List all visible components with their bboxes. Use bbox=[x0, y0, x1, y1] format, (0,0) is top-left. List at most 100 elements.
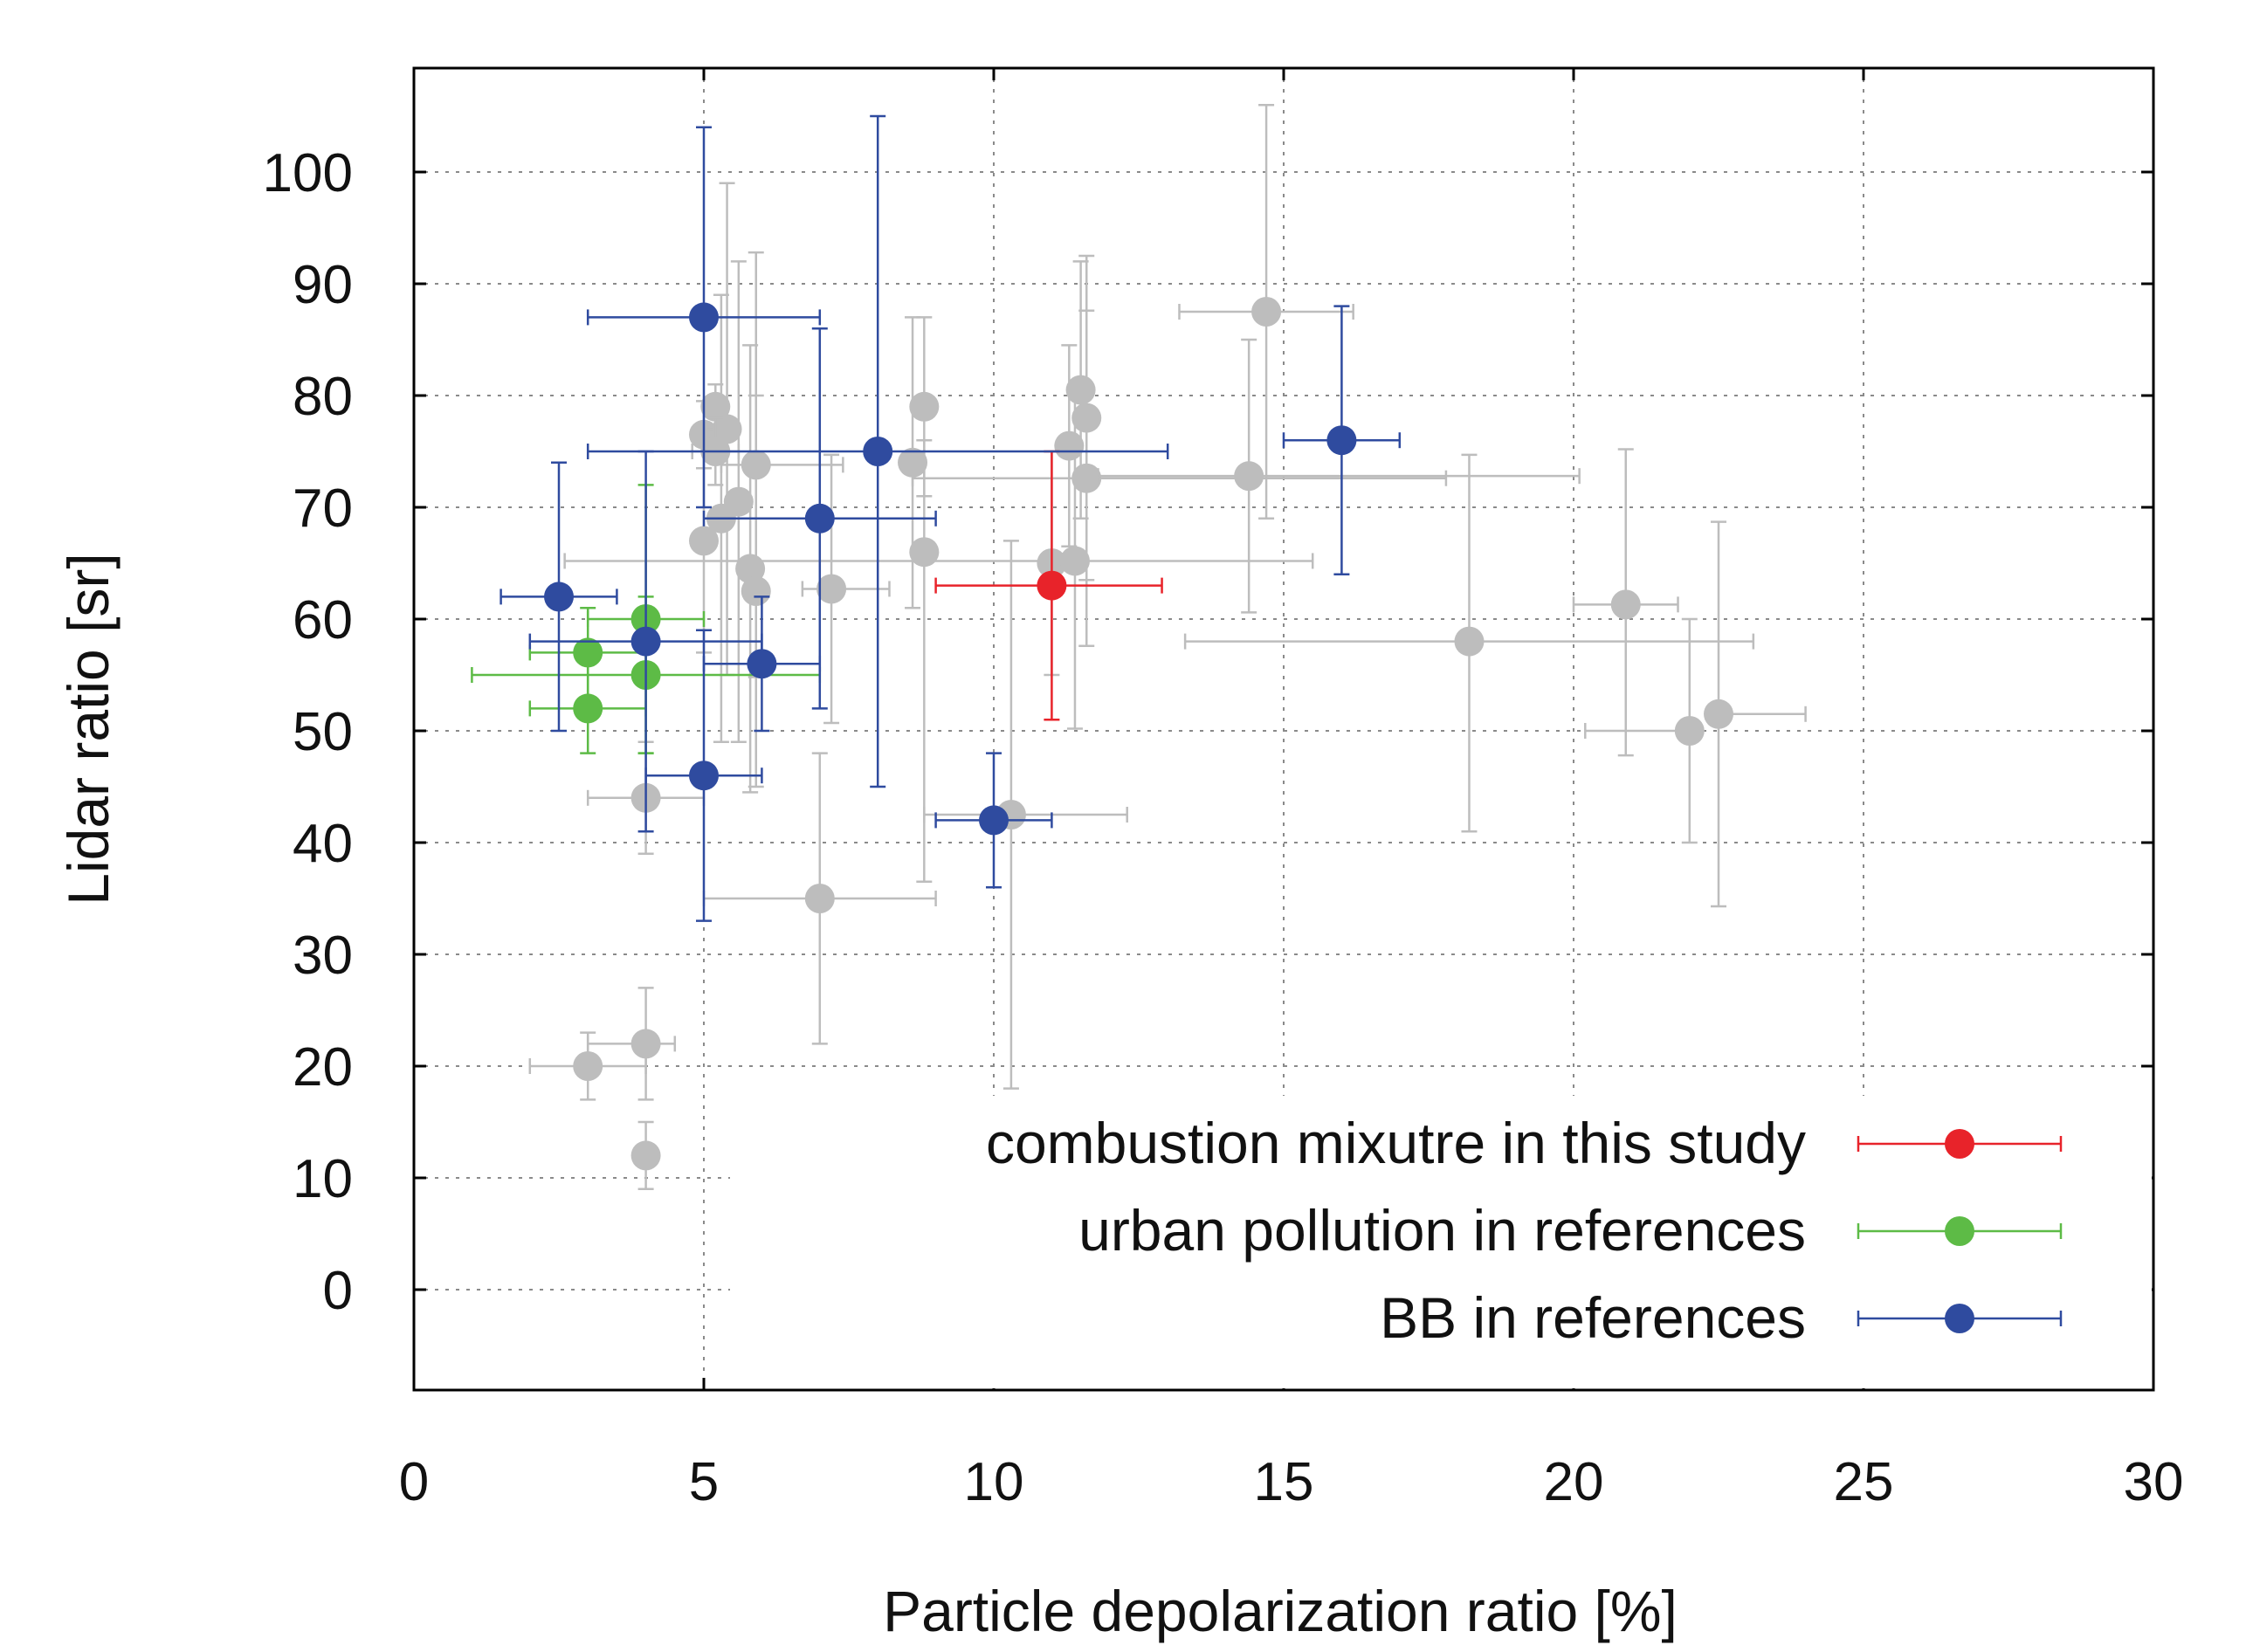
point-marker bbox=[1704, 699, 1733, 729]
data-point bbox=[1183, 453, 1755, 833]
y-tick-label: 10 bbox=[293, 1149, 353, 1209]
data-point bbox=[723, 260, 754, 744]
point-marker bbox=[630, 1029, 661, 1059]
point-marker bbox=[689, 761, 719, 791]
data-point bbox=[644, 629, 763, 922]
data-point bbox=[528, 662, 647, 754]
y-tick-label: 40 bbox=[293, 814, 353, 874]
data-point bbox=[1584, 617, 1705, 844]
point-marker bbox=[630, 1140, 661, 1171]
point-marker bbox=[1059, 546, 1090, 576]
data-point bbox=[563, 392, 1314, 730]
point-marker bbox=[1326, 425, 1357, 456]
point-marker bbox=[863, 437, 893, 466]
y-tick-label: 70 bbox=[293, 478, 353, 539]
series-3 bbox=[499, 114, 1402, 922]
point-marker bbox=[804, 503, 835, 533]
point-marker bbox=[544, 582, 574, 612]
point-marker bbox=[1037, 570, 1067, 601]
x-tick-label: 0 bbox=[399, 1452, 429, 1512]
point-marker bbox=[1065, 375, 1096, 405]
point-marker bbox=[573, 637, 603, 668]
x-tick-label: 10 bbox=[964, 1452, 1024, 1512]
point-marker bbox=[1454, 626, 1485, 657]
data-point bbox=[801, 453, 891, 725]
data-point bbox=[586, 987, 677, 1101]
legend-marker bbox=[1945, 1216, 1974, 1246]
data-point bbox=[1178, 103, 1354, 520]
y-tick-label: 0 bbox=[323, 1261, 353, 1321]
data-point bbox=[702, 752, 937, 1045]
point-marker bbox=[723, 486, 754, 517]
data-point bbox=[1054, 344, 1085, 548]
point-marker bbox=[630, 626, 661, 657]
x-tick-label: 5 bbox=[689, 1452, 719, 1512]
x-tick-label: 25 bbox=[1834, 1452, 1894, 1512]
data-point bbox=[702, 595, 822, 733]
legend-marker bbox=[1945, 1129, 1974, 1159]
data-point bbox=[934, 450, 1163, 721]
point-marker bbox=[573, 693, 603, 724]
data-point bbox=[586, 126, 822, 509]
legend-label: urban pollution in references bbox=[1078, 1198, 1806, 1263]
data-point bbox=[528, 1031, 647, 1101]
y-tick-label: 30 bbox=[293, 926, 353, 986]
x-tick-label: 20 bbox=[1544, 1452, 1604, 1512]
point-marker bbox=[1071, 463, 1102, 493]
data-point bbox=[911, 309, 1448, 647]
legend-marker bbox=[1945, 1304, 1974, 1333]
point-marker bbox=[1054, 430, 1085, 461]
x-tick-label: 15 bbox=[1254, 1452, 1314, 1512]
series-1 bbox=[934, 450, 1163, 721]
data-point bbox=[898, 316, 928, 609]
x-axis-title: Particle depolarization ratio [%] bbox=[883, 1579, 1678, 1643]
point-marker bbox=[1251, 297, 1282, 327]
plot-frame bbox=[412, 66, 2155, 1392]
data-point bbox=[1572, 448, 1679, 757]
y-tick-label: 20 bbox=[293, 1037, 353, 1098]
data-point bbox=[934, 752, 1053, 889]
data-point bbox=[923, 540, 1128, 1090]
point-marker bbox=[909, 537, 940, 568]
point-marker bbox=[898, 447, 928, 478]
data-point bbox=[1282, 305, 1402, 576]
point-marker bbox=[816, 574, 847, 604]
point-marker bbox=[700, 391, 731, 422]
legend-entry: BB in references bbox=[1380, 1285, 2063, 1350]
legend-label: BB in references bbox=[1380, 1285, 1806, 1350]
data-point bbox=[735, 344, 766, 794]
point-marker bbox=[689, 302, 719, 333]
point-marker bbox=[573, 1051, 603, 1081]
point-marker bbox=[747, 649, 777, 679]
point-marker bbox=[804, 884, 835, 913]
x-tick-label: 30 bbox=[2124, 1452, 2184, 1512]
axis-ticks: 0 5 10 15 20 25 30 0 10 20 30 40 50 60 70 80 90 100 bbox=[263, 68, 2184, 1512]
point-marker bbox=[909, 391, 940, 422]
y-tick-label: 90 bbox=[293, 255, 353, 315]
y-axis-title: Lidar ratio [sr] bbox=[56, 553, 121, 905]
point-marker bbox=[1234, 461, 1264, 492]
data-point bbox=[702, 327, 937, 710]
point-marker bbox=[712, 414, 742, 444]
data-points bbox=[471, 103, 1807, 1191]
data-point bbox=[586, 114, 1169, 788]
data-point bbox=[1097, 338, 1581, 614]
legend-label: combustion mixutre in this study bbox=[986, 1111, 1806, 1175]
legend-entry: urban pollution in references bbox=[1078, 1198, 2063, 1263]
data-point bbox=[499, 461, 618, 733]
y-tick-label: 100 bbox=[263, 143, 353, 203]
y-tick-label: 80 bbox=[293, 367, 353, 427]
data-point bbox=[909, 438, 940, 884]
data-point bbox=[1704, 520, 1807, 908]
legend: combustion mixutre in this study urban po… bbox=[730, 1096, 2152, 1388]
point-marker bbox=[741, 576, 771, 606]
point-marker bbox=[1674, 716, 1705, 746]
point-marker bbox=[979, 805, 1009, 836]
y-tick-label: 50 bbox=[293, 702, 353, 762]
y-tick-label: 60 bbox=[293, 590, 353, 650]
point-marker bbox=[689, 526, 719, 556]
data-point bbox=[630, 1120, 661, 1191]
data-point bbox=[741, 394, 771, 788]
series-0 bbox=[528, 103, 1807, 1191]
